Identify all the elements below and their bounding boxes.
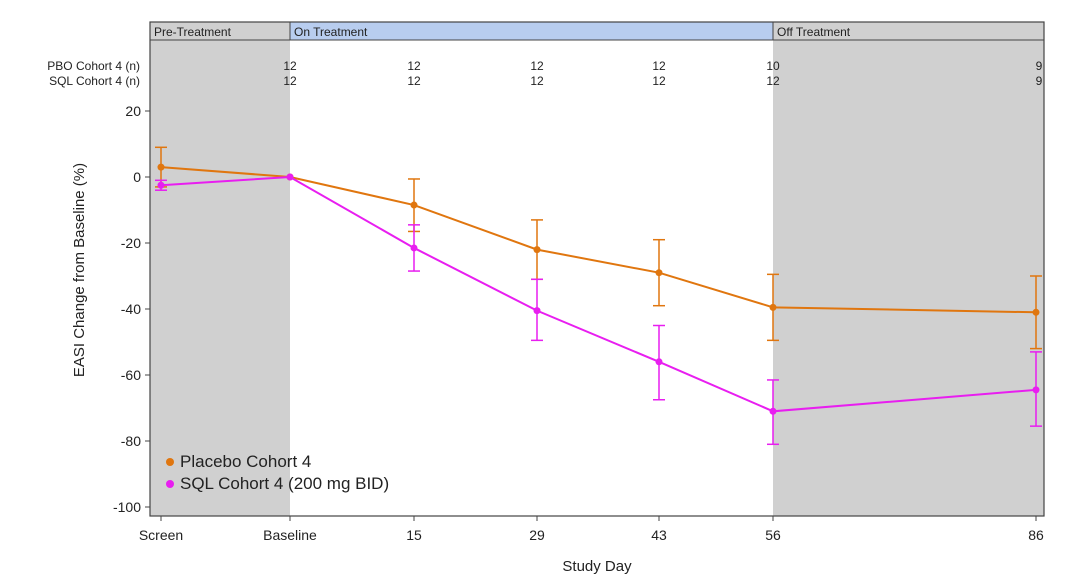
n-row-label-0: PBO Cohort 4 (n) (47, 59, 140, 73)
data-point (157, 163, 165, 171)
n-value: 9 (1036, 74, 1043, 88)
x-tick-label: 56 (765, 527, 781, 543)
phase-band-1 (290, 40, 773, 516)
n-value: 12 (652, 59, 666, 73)
y-tick-label: -60 (121, 367, 141, 383)
data-point (769, 407, 777, 415)
y-tick-label: -20 (121, 235, 141, 251)
phase-band-2 (773, 40, 1044, 516)
x-tick-label: Screen (139, 527, 183, 543)
n-value: 12 (652, 74, 666, 88)
n-value: 12 (407, 74, 421, 88)
n-value: 10 (766, 59, 780, 73)
x-axis-label: Study Day (562, 558, 632, 575)
n-value: 12 (530, 74, 544, 88)
x-tick-label: Baseline (263, 527, 317, 543)
n-row-label-1: SQL Cohort 4 (n) (49, 74, 140, 88)
x-tick-label: 43 (651, 527, 667, 543)
data-point (286, 173, 294, 181)
data-point (1032, 386, 1040, 394)
n-value: 12 (283, 74, 297, 88)
phase-label-1: On Treatment (294, 25, 368, 39)
n-value: 12 (283, 59, 297, 73)
data-point (157, 181, 165, 189)
phase-label-2: Off Treatment (777, 25, 851, 39)
data-point (1032, 308, 1040, 316)
x-tick-label: 86 (1028, 527, 1044, 543)
y-tick-label: 20 (125, 103, 141, 119)
phase-band-0 (150, 40, 290, 516)
x-tick-label: 15 (406, 527, 422, 543)
y-tick-label: -80 (121, 433, 141, 449)
legend-label-1: SQL Cohort 4 (200 mg BID) (180, 474, 389, 493)
x-tick-label: 29 (529, 527, 545, 543)
phase-label-0: Pre-Treatment (154, 25, 232, 39)
n-value: 9 (1036, 59, 1043, 73)
data-point (410, 244, 418, 252)
y-tick-label: -40 (121, 301, 141, 317)
data-point (410, 201, 418, 209)
legend-marker-0 (166, 458, 174, 466)
legend-marker-1 (166, 480, 174, 488)
n-value: 12 (530, 59, 544, 73)
data-point (655, 269, 663, 277)
y-axis-label: EASI Change from Baseline (%) (71, 163, 88, 377)
n-value: 12 (766, 74, 780, 88)
plot-frame (149, 21, 1045, 517)
n-value: 12 (407, 59, 421, 73)
data-point (769, 303, 777, 311)
data-point (533, 246, 541, 254)
y-tick-label: -100 (113, 499, 141, 515)
data-point (533, 307, 541, 315)
legend-label-0: Placebo Cohort 4 (180, 452, 311, 471)
y-tick-label: 0 (133, 169, 141, 185)
data-point (655, 358, 663, 366)
